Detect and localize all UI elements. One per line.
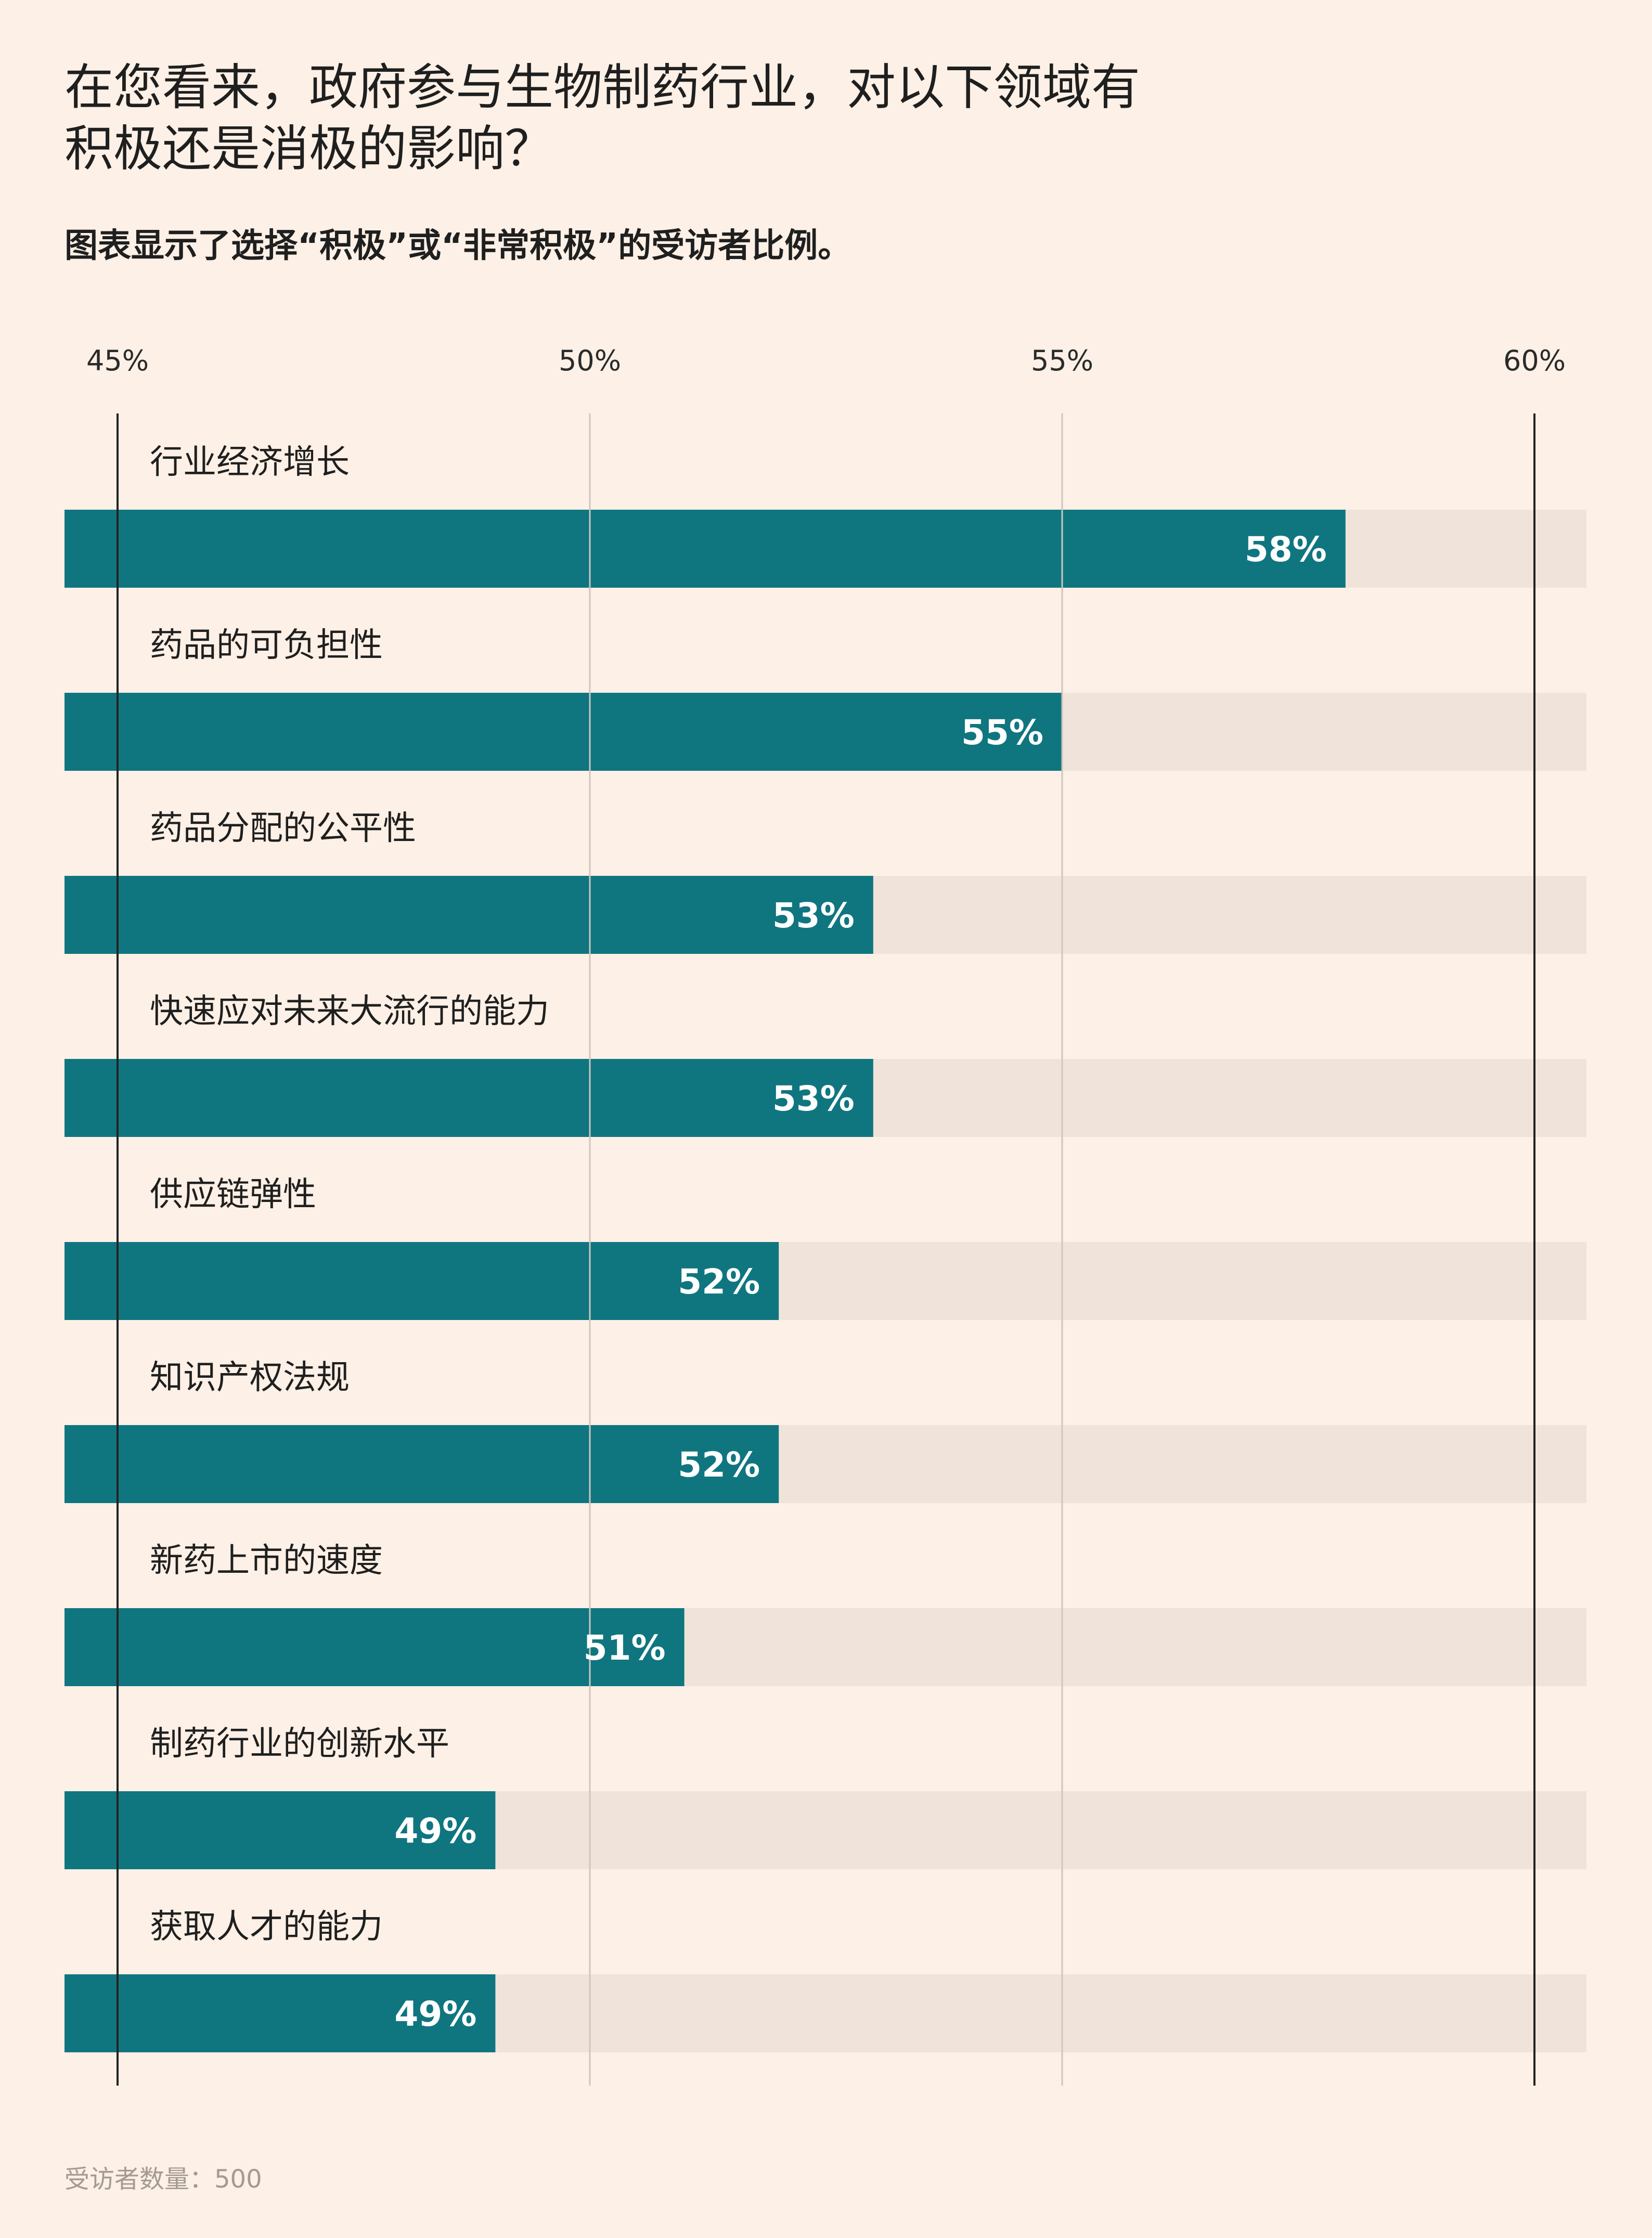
bar	[64, 1608, 685, 1686]
label-mask	[145, 440, 355, 485]
value-label: 53%	[772, 896, 855, 936]
category-label: 快速应对未来大流行的能力	[150, 992, 549, 1031]
category-label: 行业经济增长	[150, 443, 350, 482]
gridlines-group	[117, 413, 1535, 2086]
bars-group	[64, 510, 1586, 2052]
label-mask	[145, 1172, 321, 1217]
value-label: 49%	[394, 1994, 476, 2034]
bar	[64, 1791, 496, 1869]
value-label: 55%	[961, 713, 1043, 753]
tick-label: 60%	[1503, 344, 1566, 377]
tick-label: 50%	[559, 344, 621, 377]
bar	[64, 1974, 496, 2052]
category-label: 新药上市的速度	[150, 1542, 383, 1580]
label-mask	[145, 1355, 355, 1400]
bar	[64, 693, 1062, 771]
label-mask	[145, 1905, 388, 1949]
category-label: 供应链弹性	[150, 1175, 316, 1214]
chart-subtitle: 图表显示了选择“积极”或“非常积极”的受访者比例。	[64, 227, 851, 265]
value-label: 52%	[678, 1262, 760, 1302]
category-label: 知识产权法规	[150, 1359, 350, 1397]
label-masks-group	[145, 440, 554, 1949]
bar	[64, 876, 873, 954]
value-label: 58%	[1245, 529, 1327, 570]
label-mask	[145, 1722, 455, 1766]
value-label: 53%	[772, 1079, 855, 1119]
category-label: 药品分配的公平性	[150, 809, 416, 848]
tick-label: 55%	[1031, 344, 1093, 377]
label-mask	[145, 1538, 388, 1583]
bar	[64, 1425, 779, 1503]
tick-label: 45%	[86, 344, 149, 377]
chart-title: 在您看来，政府参与生物制药行业，对以下领域有积极还是消极的影响？	[64, 59, 1141, 177]
label-mask	[145, 806, 421, 851]
category-label: 制药行业的创新水平	[150, 1725, 449, 1763]
value-label: 49%	[394, 1811, 476, 1851]
labels-group: 行业经济增长 58% 药品的可负担性 55% 药品分配的公平性 53% 快速应对未来大流行的…	[86, 344, 1566, 2034]
label-mask	[145, 989, 554, 1034]
value-label: 52%	[678, 1445, 760, 1485]
category-label: 获取人才的能力	[150, 1908, 383, 1946]
value-label: 51%	[584, 1628, 666, 1668]
bar	[64, 1242, 779, 1320]
label-mask	[145, 623, 388, 668]
bar	[64, 1059, 873, 1137]
respondent-count-note: 受访者数量：500	[64, 2165, 262, 2194]
category-label: 药品的可负担性	[150, 626, 383, 665]
bar	[64, 510, 1346, 588]
